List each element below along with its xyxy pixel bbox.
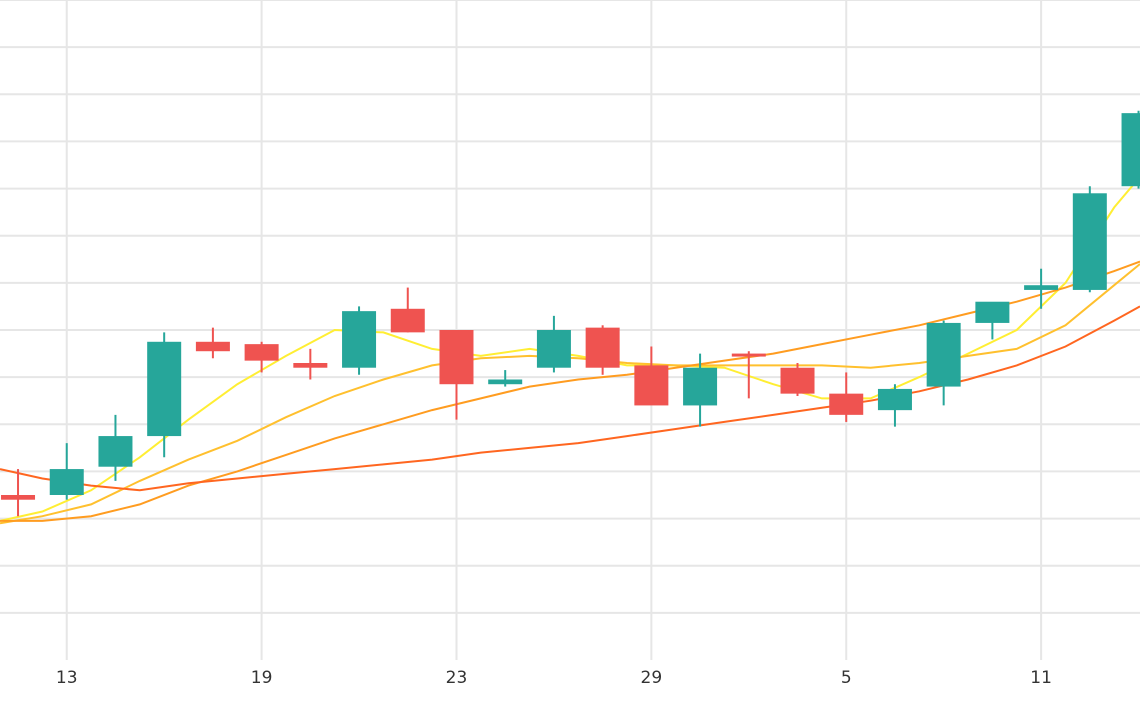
candle-body [926, 322, 961, 387]
candle-body [536, 330, 571, 368]
candle-12 [585, 325, 620, 375]
horizontal-gridlines [0, 0, 1140, 614]
moving-average-line-3 [0, 260, 1140, 522]
candle-body [731, 353, 766, 357]
candle-body [585, 327, 620, 368]
candle-body [195, 341, 230, 352]
candle-19 [926, 320, 961, 406]
candle-2 [98, 414, 133, 481]
candle-body [342, 311, 377, 368]
candle-22 [1072, 186, 1107, 293]
candle-body [488, 379, 523, 385]
candle-16 [780, 363, 815, 396]
candle-11 [536, 315, 571, 373]
candle-body [1024, 285, 1059, 290]
candle-7 [342, 306, 377, 375]
candle-body [829, 393, 864, 415]
x-tick-label: 29 [641, 668, 663, 688]
moving-average-line-2 [0, 263, 1140, 525]
candle-body [293, 363, 328, 368]
x-tick-label: 23 [446, 668, 468, 688]
candle-body [634, 365, 669, 406]
candle-23 [1121, 110, 1140, 189]
x-tick-label: 13 [56, 668, 78, 688]
candle-1 [49, 443, 84, 500]
candle-9 [439, 330, 474, 420]
candle-13 [634, 346, 669, 406]
candle-body [147, 341, 182, 437]
candle-21 [1024, 268, 1059, 309]
candle-body [683, 367, 718, 406]
candle-body [390, 308, 425, 333]
x-tick-label: 11 [1030, 668, 1052, 688]
candle-body [244, 344, 279, 361]
candle-4 [195, 327, 230, 359]
candle-body [1121, 113, 1140, 187]
x-tick-label: 19 [251, 668, 273, 688]
candle-body [98, 436, 133, 467]
candle-body [439, 330, 474, 385]
x-tick-label: 5 [841, 668, 852, 688]
candle-body [780, 367, 815, 394]
candle-10 [488, 370, 523, 387]
candle-body [1, 495, 36, 500]
moving-average-lines [0, 176, 1140, 525]
candle-body [877, 388, 912, 411]
candles [1, 110, 1140, 517]
candle-20 [975, 301, 1010, 340]
candle-14 [683, 353, 718, 427]
candle-body [1072, 193, 1107, 290]
moving-average-line-1 [0, 176, 1140, 522]
candle-5 [244, 341, 279, 373]
candle-3 [147, 332, 182, 458]
candle-0 [1, 469, 36, 517]
candle-body [49, 469, 84, 495]
candle-8 [390, 287, 425, 333]
candle-17 [829, 372, 864, 422]
candle-6 [293, 348, 328, 380]
candle-15 [731, 351, 766, 399]
candle-body [975, 301, 1010, 323]
x-axis-tick-labels: 13 19 23 29 5 11 [56, 668, 1052, 688]
candle-18 [877, 384, 912, 427]
moving-average-line-4 [0, 305, 1140, 492]
